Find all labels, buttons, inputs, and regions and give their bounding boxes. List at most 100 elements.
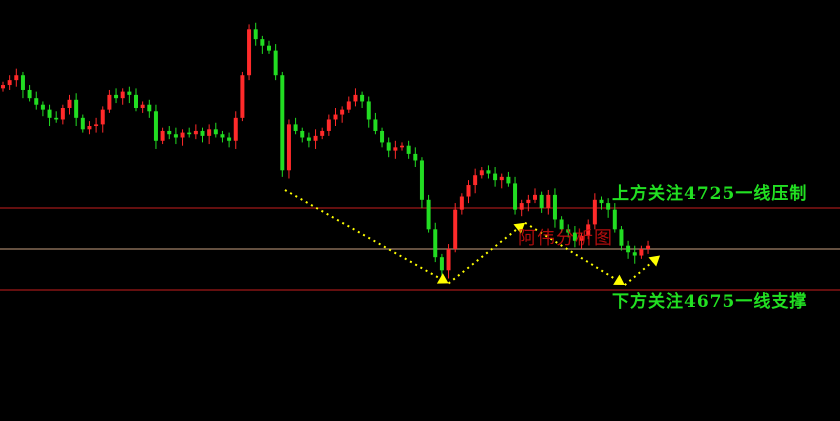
- arrow-head-icon: [648, 255, 661, 267]
- candle-body: [227, 137, 232, 141]
- candle-body: [360, 94, 365, 102]
- candle-body: [233, 117, 238, 141]
- candle-body: [54, 117, 59, 120]
- candle-body: [466, 185, 471, 197]
- candle-body: [1, 85, 5, 89]
- candle-body: [459, 196, 464, 210]
- candle-body: [67, 99, 72, 108]
- candle-body: [453, 209, 458, 249]
- candle-body: [546, 194, 551, 208]
- candle-body: [400, 145, 404, 148]
- candle-body: [127, 91, 132, 95]
- arrow-head-icon: [513, 222, 526, 234]
- candle-body: [346, 101, 351, 110]
- candle-body: [247, 29, 252, 76]
- candle-body: [200, 130, 205, 136]
- candle-body: [572, 232, 577, 241]
- candle-body: [300, 130, 305, 138]
- candle-body: [473, 175, 478, 186]
- candle-body: [167, 130, 172, 135]
- arrow-head-icon: [613, 274, 625, 286]
- candle-body: [120, 91, 125, 99]
- candle-body: [566, 229, 571, 233]
- candle-body: [419, 160, 424, 200]
- candle-body: [433, 229, 438, 258]
- candle-body: [599, 199, 604, 204]
- candle-body: [579, 235, 584, 241]
- candle-body: [173, 134, 178, 138]
- candle-body: [539, 194, 544, 208]
- candle-body: [40, 104, 45, 110]
- candle-body: [366, 101, 371, 120]
- candle-body: [639, 248, 644, 256]
- candle-body: [313, 135, 318, 141]
- candle-body: [340, 109, 345, 115]
- candle-body: [74, 99, 79, 118]
- candle-body: [333, 114, 338, 120]
- watermark: 阿伟分析图: [518, 228, 613, 249]
- candle-body: [393, 147, 398, 151]
- candle-body: [273, 50, 278, 76]
- candle-body: [626, 245, 631, 253]
- candle-body: [326, 119, 331, 131]
- candle-body: [27, 89, 32, 99]
- trend-arrow-line: [624, 260, 654, 286]
- candle-body: [193, 130, 198, 135]
- candle-body: [293, 124, 298, 131]
- candle-body: [87, 126, 92, 130]
- candle-body: [140, 104, 145, 108]
- trend-arrow-line: [524, 221, 618, 282]
- candle-body: [552, 194, 557, 220]
- candle-body: [286, 124, 291, 171]
- candle-body: [499, 176, 504, 181]
- candle-body: [306, 137, 311, 141]
- candle-body: [426, 199, 431, 230]
- candle-body: [592, 199, 597, 225]
- candle-body: [7, 80, 12, 86]
- candle-body: [646, 245, 651, 249]
- support-label: 下方关注4675一线支撑: [612, 292, 808, 312]
- candle-body: [60, 108, 65, 120]
- candle-body: [586, 224, 591, 236]
- resistance-label: 上方关注4725一线压制: [612, 184, 808, 204]
- candle-body: [380, 130, 385, 143]
- candle-body: [14, 75, 19, 81]
- candle-body: [240, 75, 245, 118]
- candle-body: [220, 134, 225, 138]
- candle-body: [94, 124, 99, 127]
- candle-body: [267, 45, 271, 51]
- candle-body: [559, 219, 564, 230]
- candle-body: [107, 94, 112, 110]
- candle-body: [479, 170, 484, 176]
- candle-body: [446, 248, 451, 271]
- candle-body: [100, 109, 105, 125]
- candle-body: [533, 194, 537, 200]
- candle-body: [386, 142, 391, 151]
- candle-body: [260, 39, 265, 46]
- candle-body: [153, 111, 158, 141]
- candle-body: [353, 94, 358, 102]
- candle-body: [406, 145, 411, 154]
- candle-body: [47, 109, 52, 118]
- candle-body: [526, 199, 531, 204]
- candle-body: [20, 75, 25, 90]
- candle-body: [632, 252, 637, 256]
- candle-body: [114, 94, 119, 99]
- candle-body: [320, 130, 325, 136]
- candle-body: [413, 153, 418, 161]
- trend-arrow-line: [284, 189, 442, 280]
- candle-body: [207, 129, 212, 136]
- candle-body: [493, 173, 498, 181]
- trend-arrow-line: [447, 227, 519, 285]
- candle-body: [439, 257, 444, 271]
- arrow-head-icon: [436, 273, 449, 284]
- candle-body: [280, 75, 285, 171]
- candle-body: [519, 203, 524, 210]
- candle-body: [612, 209, 617, 230]
- candle-body: [147, 104, 152, 112]
- candle-body: [187, 132, 192, 135]
- candle-body: [253, 29, 258, 40]
- candle-body: [373, 119, 378, 131]
